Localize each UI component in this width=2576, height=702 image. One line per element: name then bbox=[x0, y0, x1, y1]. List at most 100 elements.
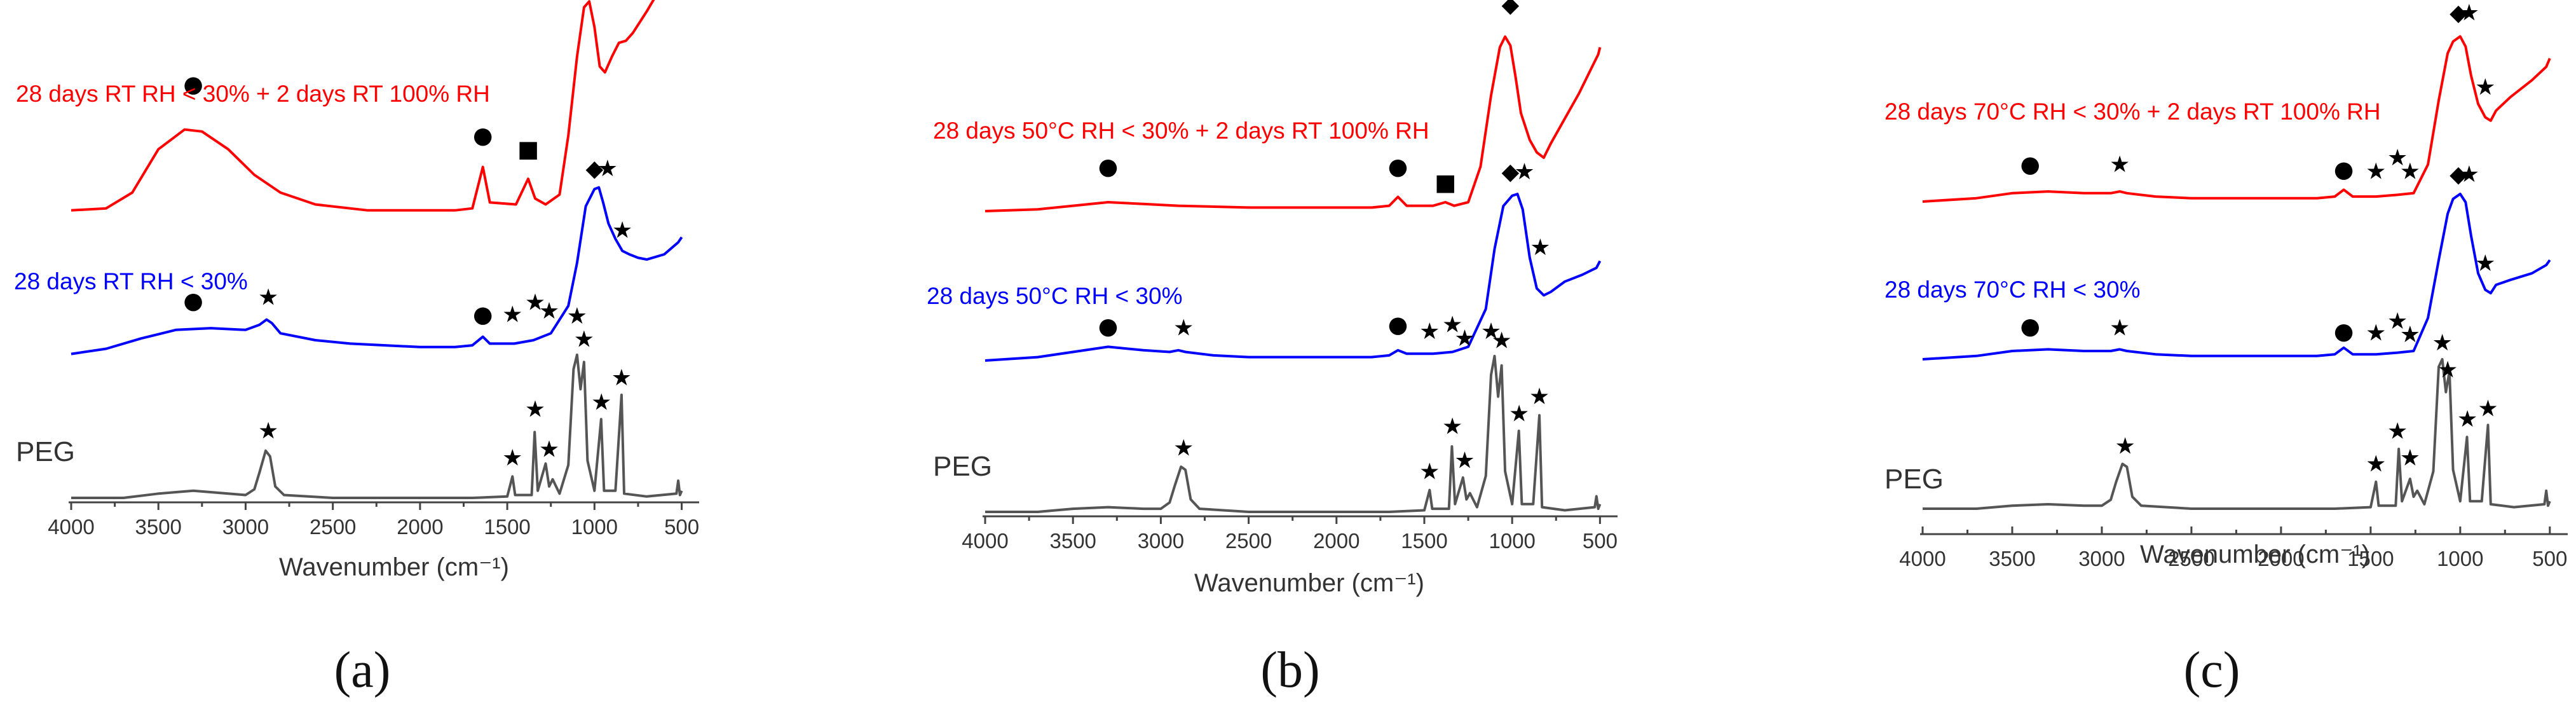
panel-c-peg-label: PEG bbox=[1884, 464, 1944, 495]
panel-a-peak-marker-star: ★ bbox=[611, 365, 632, 391]
panel-a-markers: ●●■◆●★●★★★★◆★★★★★★★★★ bbox=[183, 71, 632, 471]
panel-c-tick-label: 1000 bbox=[2437, 547, 2483, 570]
panel-c-peak-marker-star: ★ bbox=[2475, 251, 2495, 277]
panel-c-red-trace bbox=[1922, 35, 2551, 203]
panel-a-tick-label: 3000 bbox=[222, 515, 269, 539]
panel-a-tick-label: 1000 bbox=[571, 515, 618, 539]
panel-c-peak-marker-star: ★ bbox=[2400, 158, 2420, 184]
panel-c-traces bbox=[1922, 35, 2551, 510]
panel-c-peg-trace bbox=[1923, 358, 2551, 510]
panel-b-peak-marker-star: ★ bbox=[1173, 436, 1194, 462]
panel-a-red-label: 28 days RT RH < 30% + 2 days RT 100% RH bbox=[16, 81, 490, 107]
panel-a-peak-marker-star: ★ bbox=[597, 156, 618, 182]
panel-a-tick-label: 500 bbox=[664, 515, 699, 539]
panel-a-peg-trace bbox=[71, 354, 683, 499]
panel-a-tick-label: 2000 bbox=[397, 515, 443, 539]
panel-b-peak-marker-star: ★ bbox=[1419, 458, 1440, 485]
panel-b-peak-marker-diamond: ◆ bbox=[1502, 0, 1520, 18]
panel-a-peak-marker-drop: ● bbox=[183, 71, 203, 97]
panel-b-x-axis: 4000 3500 3000 2500 2000 1500 1000 500 bbox=[962, 515, 1618, 553]
panel-b-peak-marker-star: ★ bbox=[1491, 328, 1511, 354]
panel-b-peak-marker-star: ★ bbox=[1481, 319, 1501, 345]
panel-c-peak-marker-star: ★ bbox=[2366, 451, 2386, 478]
panel-b-blue-trace bbox=[985, 193, 1602, 362]
panel-c-peak-marker-star: ★ bbox=[2437, 357, 2458, 383]
panel-c-peak-marker-star: ★ bbox=[2400, 322, 2420, 348]
panel-b-red-label: 28 days 50°C RH < 30% + 2 days RT 100% R… bbox=[933, 118, 1429, 144]
panel-a-tick-label: 2500 bbox=[310, 515, 356, 539]
panel-b-peak-marker-star: ★ bbox=[1454, 326, 1475, 352]
panel-b-tick-label: 1000 bbox=[1489, 529, 1535, 553]
panel-c-blue-trace bbox=[1922, 193, 2551, 361]
panel-c-peak-marker-star: ★ bbox=[2477, 396, 2498, 422]
panel-a: ●●■◆●★●★★★★◆★★★★★★★★★ 28 days RT RH < 30… bbox=[14, 0, 699, 698]
panel-c-peak-marker-drop: ● bbox=[2334, 319, 2354, 345]
panel-a-peak-marker-star: ★ bbox=[525, 397, 545, 423]
panel-b-peak-marker-star: ★ bbox=[1514, 159, 1534, 185]
panel-a-peak-marker-star: ★ bbox=[539, 437, 559, 463]
panel-c-peak-marker-drop: ● bbox=[2020, 152, 2040, 178]
panel-b-peak-marker-diamond: ◆ bbox=[1502, 159, 1520, 185]
panel-b-letter: (b) bbox=[1260, 642, 1319, 698]
panel-a-peg-label: PEG bbox=[16, 436, 75, 467]
panel-a-red-trace bbox=[71, 0, 655, 212]
panel-b-tick-label: 3500 bbox=[1049, 529, 1096, 553]
panel-c-markers: ● ★ ● ★★★◆★★● ★ ● ★ ★★◆★★★★★★★★★ ★ bbox=[2020, 0, 2498, 477]
panel-c-letter: (c) bbox=[2184, 642, 2240, 698]
panel-c-tick-label: 4000 bbox=[1899, 547, 1946, 570]
panel-a-tick-label: 3500 bbox=[135, 515, 181, 539]
panel-a-peak-marker-drop: ● bbox=[473, 123, 493, 149]
panel-c-tick-label: 500 bbox=[2532, 547, 2567, 570]
panel-a-peak-marker-star: ★ bbox=[567, 303, 587, 329]
panel-c-peak-marker-star: ★ bbox=[2387, 308, 2408, 334]
panel-b-peg-trace bbox=[985, 355, 1602, 513]
panel-c-peak-marker-star: ★ bbox=[2400, 445, 2420, 471]
panel-b-traces bbox=[985, 35, 1602, 513]
panel-c-peak-marker-star: ★ bbox=[2387, 418, 2408, 444]
panel-c-tick-label: 3500 bbox=[1989, 547, 2035, 570]
panel-c-tick-label: 3000 bbox=[2078, 547, 2125, 570]
panel-c-peak-marker-star: ★ bbox=[2366, 320, 2386, 346]
panel-b-markers: ● ●■◆● ★ ● ★ ★★ ★◆★★★★★★★★★ bbox=[1098, 0, 1551, 485]
panel-a-tick-label: 1500 bbox=[484, 515, 530, 539]
panel-b-x-axis-title: Wavenumber (cm⁻¹) bbox=[1194, 569, 1424, 597]
panel-b-peak-marker-star: ★ bbox=[1173, 315, 1194, 341]
panel-b-peak-marker-drop: ● bbox=[1098, 154, 1118, 180]
panel-c-peak-marker-drop: ● bbox=[2334, 157, 2354, 183]
panel-c-blue-label: 28 days 70°C RH < 30% bbox=[1884, 277, 2140, 303]
panel-a-peak-marker-drop: ● bbox=[473, 302, 493, 328]
panel-b-peak-marker-star: ★ bbox=[1419, 319, 1440, 345]
panel-a-blue-label: 28 days RT RH < 30% bbox=[14, 268, 248, 294]
panel-b-peak-marker-star: ★ bbox=[1454, 448, 1475, 474]
panel-a-peak-marker-star: ★ bbox=[502, 302, 522, 328]
panel-c-peak-marker-star: ★ bbox=[2459, 0, 2479, 26]
panel-c-peak-marker-star: ★ bbox=[2459, 162, 2479, 188]
panel-b-peak-marker-square: ■ bbox=[1435, 170, 1456, 196]
panel-b-peak-marker-drop: ● bbox=[1098, 313, 1118, 340]
panel-b-peg-label: PEG bbox=[933, 451, 992, 482]
panel-c-tick-label: 2500 bbox=[2168, 547, 2214, 570]
panel-a-peak-marker-star: ★ bbox=[502, 445, 522, 471]
panel-c-red-label: 28 days 70°C RH < 30% + 2 days RT 100% R… bbox=[1884, 99, 2381, 125]
panel-b-blue-label: 28 days 50°C RH < 30% bbox=[927, 283, 1182, 309]
panel-a-x-axis: 4000 3500 3000 2500 2000 1500 1000 500 bbox=[48, 501, 699, 539]
panel-b-tick-label: 4000 bbox=[962, 529, 1008, 553]
panel-b-red-trace bbox=[985, 35, 1602, 212]
panel-b-tick-label: 1500 bbox=[1401, 529, 1447, 553]
panel-a-peak-marker-star: ★ bbox=[525, 290, 545, 316]
panel-b: ● ●■◆● ★ ● ★ ★★ ★◆★★★★★★★★★ 28 days 50°C RH < … bbox=[927, 0, 1618, 698]
panel-c-x-axis: 4000 3500 3000 2500 2000 1500 1000 500 bbox=[1899, 526, 2568, 570]
panel-a-peak-marker-drop: ● bbox=[183, 288, 203, 314]
panel-a-peak-marker-diamond: ◆ bbox=[585, 156, 603, 182]
panel-c-peak-marker-star: ★ bbox=[2475, 74, 2495, 100]
panel-b-peak-marker-drop: ● bbox=[1388, 154, 1408, 180]
panel-a-peak-marker-star: ★ bbox=[591, 389, 611, 415]
panel-b-peak-marker-star: ★ bbox=[1509, 401, 1529, 427]
panel-c-peak-marker-star: ★ bbox=[2387, 145, 2408, 171]
panel-a-peak-marker-star: ★ bbox=[258, 418, 278, 444]
panel-b-tick-label: 2000 bbox=[1313, 529, 1360, 553]
panel-a-peak-marker-star: ★ bbox=[539, 298, 559, 324]
panel-a-tick-label: 4000 bbox=[48, 515, 94, 539]
panel-c-peak-marker-star: ★ bbox=[2109, 152, 2130, 178]
